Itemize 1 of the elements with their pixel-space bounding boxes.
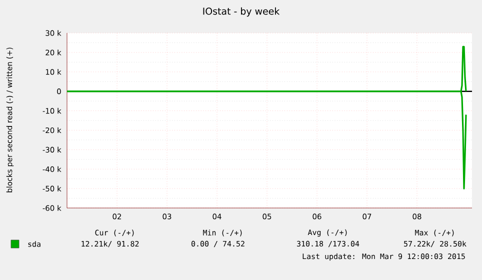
chart-title: IOstat - by week — [203, 7, 280, 17]
